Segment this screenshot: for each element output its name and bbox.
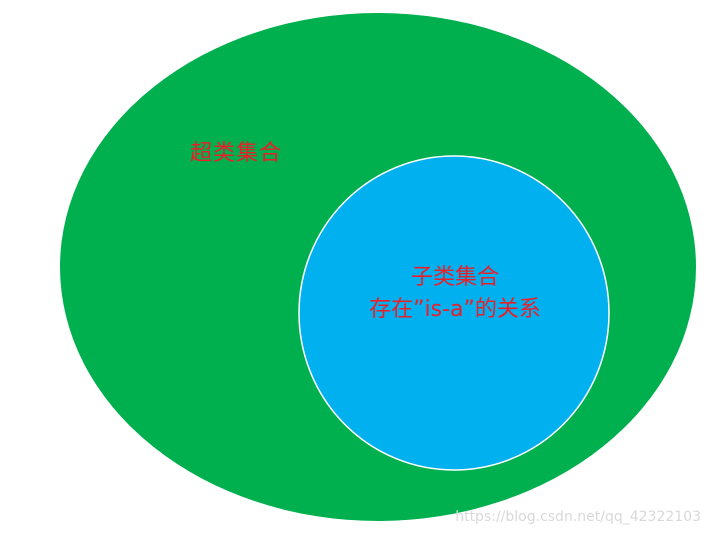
subset-label: 子类集合 存在”is-a”的关系 xyxy=(300,264,610,324)
subset-label-line-1: 子类集合 xyxy=(410,265,499,290)
subset-circle xyxy=(298,155,610,471)
watermark-text: https://blog.csdn.net/qq_42322103 xyxy=(455,509,701,525)
superset-label: 超类集合 xyxy=(190,141,283,166)
subset-label-line-2: 存在”is-a”的关系 xyxy=(369,297,541,322)
